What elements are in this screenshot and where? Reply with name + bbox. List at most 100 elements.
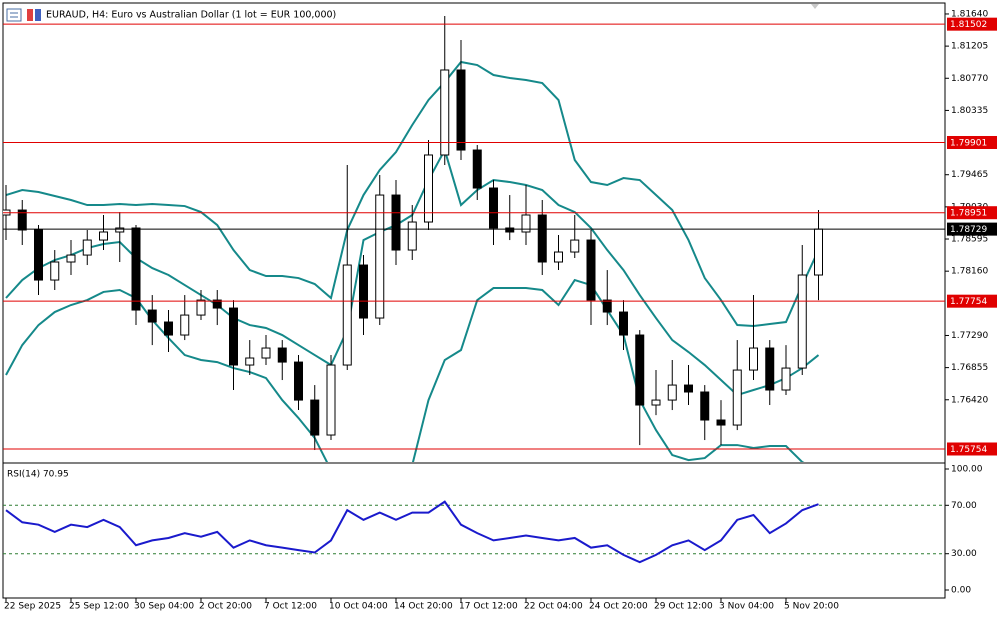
frame: [2, 2, 946, 599]
x-tick-label: 7 Oct 12:00: [264, 602, 317, 612]
header-icons: [6, 8, 41, 22]
y-tick-label: 1.81205: [951, 42, 988, 52]
x-tick-label: 3 Nov 04:00: [719, 602, 774, 612]
candle-body: [424, 154, 433, 223]
rsi-title: RSI(14) 70.95: [7, 470, 69, 480]
y-tick-label: 1.76420: [951, 395, 988, 405]
x-tick-label: 14 Oct 20:00: [394, 602, 453, 612]
icon: [6, 8, 22, 22]
candle-body: [684, 384, 693, 393]
candle-body: [82, 239, 92, 256]
x-tick-label: 22 Sep 2025: [4, 602, 61, 612]
x-tick-label: 17 Oct 12:00: [459, 602, 518, 612]
x-tick-label: 22 Oct 04:00: [524, 602, 583, 612]
y-tick-label: 1.80335: [951, 106, 988, 116]
candle-body: [619, 311, 628, 336]
price-label: 1.81502: [950, 20, 987, 30]
band-line: [5, 278, 805, 462]
candle-body: [326, 364, 336, 436]
price-label: 1.75754: [950, 445, 987, 455]
candle-body: [700, 391, 710, 421]
candle-body: [164, 321, 173, 336]
candle-body: [635, 334, 645, 406]
axes: 1.816401.812051.807701.803351.794651.790…: [4, 9, 997, 612]
candle-body: [554, 251, 563, 263]
price-label-box: [947, 442, 997, 456]
candle-body: [212, 299, 222, 309]
candle-body: [456, 69, 466, 151]
candle-body: [342, 264, 352, 366]
candle-body: [570, 239, 580, 253]
candle-body: [489, 187, 498, 229]
rsi-line: [5, 500, 819, 564]
candle-body: [472, 149, 482, 189]
y-tick-label: 1.76855: [951, 363, 988, 373]
x-tick-label: 10 Oct 04:00: [329, 602, 388, 612]
candle-body: [180, 314, 190, 336]
price-label: 1.78951: [950, 209, 987, 219]
candle-body: [749, 347, 758, 371]
scroll-marker: [811, 4, 819, 9]
x-tick-label: 2 Oct 20:00: [199, 602, 252, 612]
y-tick-label: 100.00: [951, 465, 983, 475]
price-label-box: [947, 206, 997, 220]
candle-body: [440, 69, 450, 156]
price-label: 1.77754: [950, 297, 987, 307]
icon: [35, 9, 41, 21]
y-tick-label: 1.79465: [951, 170, 988, 180]
candle-body: [245, 357, 255, 366]
candle-body: [651, 399, 661, 406]
price-label-box: [947, 222, 997, 236]
y-tick-label: 30.00: [951, 549, 977, 559]
candle-body: [797, 274, 807, 369]
candle-body: [814, 228, 823, 276]
y-tick-label: 70.00: [951, 501, 977, 511]
x-tick-label: 5 Nov 20:00: [784, 602, 839, 612]
candle-body: [732, 369, 742, 426]
candle-body: [294, 361, 303, 401]
candle-body: [781, 367, 791, 391]
candle-body: [521, 214, 531, 233]
main-pane: [3, 15, 945, 462]
candle-body: [66, 254, 76, 263]
candle-body: [147, 309, 157, 323]
candle-body: [131, 227, 141, 311]
price-label-box: [947, 17, 997, 31]
candle-body: [277, 347, 287, 363]
candle-body: [667, 384, 677, 401]
band-line: [5, 147, 820, 397]
candle-body: [17, 209, 27, 231]
candle-body: [391, 194, 401, 251]
price-label: 1.79901: [950, 138, 987, 148]
x-tick-label: 29 Oct 12:00: [654, 602, 713, 612]
candle-body: [50, 261, 60, 281]
y-tick-label: 0.00: [951, 586, 971, 596]
price-label-box: [947, 294, 997, 308]
band-line: [5, 60, 820, 328]
candle-body: [765, 347, 775, 391]
candle-body: [716, 419, 726, 426]
y-tick-label: 1.78595: [951, 235, 988, 245]
x-tick-label: 25 Sep 12:00: [69, 602, 129, 612]
rsi-pane: [3, 500, 945, 564]
candle-body: [310, 399, 320, 436]
y-tick-label: 1.78160: [951, 267, 988, 277]
candle-body: [407, 221, 417, 251]
candle-body: [537, 214, 547, 263]
candle-body: [375, 194, 385, 319]
y-tick-label: 1.77290: [951, 331, 988, 341]
y-tick-label: 1.80770: [951, 74, 988, 84]
icon: [27, 9, 33, 21]
price-label: 1.78729: [950, 225, 987, 235]
candle-body: [229, 307, 238, 366]
candle-body: [196, 299, 206, 316]
x-tick-label: 30 Sep 04:00: [134, 602, 194, 612]
candle-body: [34, 229, 43, 281]
x-tick-label: 24 Oct 20:00: [589, 602, 648, 612]
candle-body: [99, 231, 108, 241]
candle-body: [115, 227, 125, 233]
candle-body: [261, 347, 271, 359]
candle-body: [586, 239, 596, 301]
candle-body: [602, 299, 612, 313]
